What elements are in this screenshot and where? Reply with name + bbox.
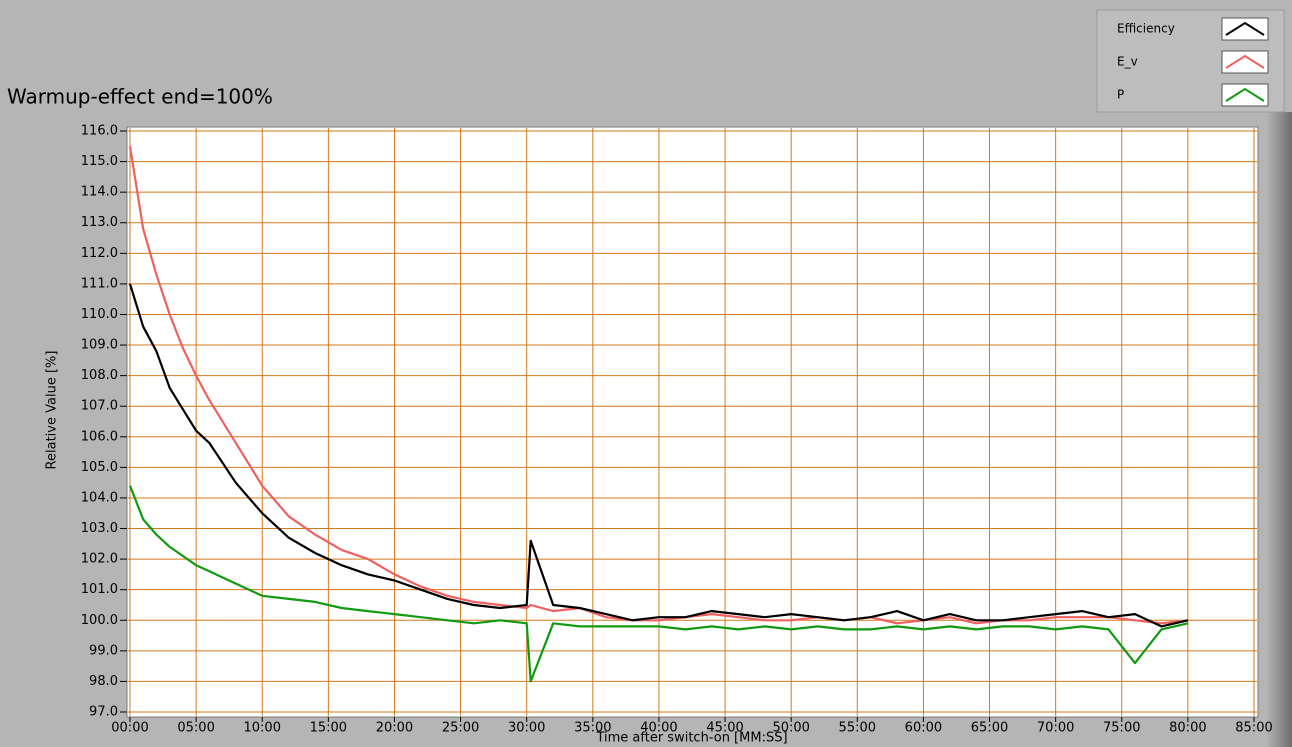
series-line bbox=[128, 485, 1189, 683]
x-tick-label: 85:00 bbox=[1235, 721, 1272, 736]
x-tick-label: 05:00 bbox=[177, 721, 214, 736]
y-tick-label: 112.0 bbox=[81, 246, 118, 261]
y-tick-label: 110.0 bbox=[81, 307, 118, 322]
series-line bbox=[128, 283, 1189, 628]
y-tick-label: 99.0 bbox=[89, 643, 118, 658]
x-tick-label: 10:00 bbox=[244, 721, 281, 736]
x-axis-label: Time after switch-on [MM:SS] bbox=[595, 731, 787, 746]
panel-edge bbox=[1266, 112, 1292, 747]
y-tick-label: 116.0 bbox=[81, 124, 118, 139]
x-tick-label: 50:00 bbox=[772, 721, 809, 736]
x-tick-label: 45:00 bbox=[706, 721, 743, 736]
chart-title: Warmup-effect end=100% bbox=[7, 85, 273, 109]
legend-swatch-box bbox=[1221, 83, 1269, 107]
y-tick-label: 97.0 bbox=[89, 705, 118, 720]
x-tick-label: 35:00 bbox=[574, 721, 611, 736]
x-tick-label: 80:00 bbox=[1169, 721, 1206, 736]
x-tick-label: 70:00 bbox=[1037, 721, 1074, 736]
x-tick-label: 30:00 bbox=[508, 721, 545, 736]
y-tick-label: 111.0 bbox=[81, 276, 118, 291]
y-tick-label: 101.0 bbox=[81, 582, 118, 597]
legend-swatch-box bbox=[1221, 17, 1269, 41]
x-tick-label: 65:00 bbox=[971, 721, 1008, 736]
legend-swatch-box bbox=[1221, 50, 1269, 74]
y-tick-label: 98.0 bbox=[89, 674, 118, 689]
x-tick-label: 60:00 bbox=[905, 721, 942, 736]
y-tick-label: 115.0 bbox=[81, 154, 118, 169]
y-tick-label: 102.0 bbox=[81, 552, 118, 567]
y-tick-label: 100.0 bbox=[81, 613, 118, 628]
y-tick-label: 106.0 bbox=[81, 429, 118, 444]
legend-label: E_v bbox=[1117, 55, 1138, 69]
x-tick-label: 00:00 bbox=[111, 721, 148, 736]
x-tick-label: 20:00 bbox=[376, 721, 413, 736]
y-tick-label: 108.0 bbox=[81, 368, 118, 383]
x-tick-label: 15:00 bbox=[310, 721, 347, 736]
y-tick-label: 103.0 bbox=[81, 521, 118, 536]
legend-swatch bbox=[1225, 54, 1265, 69]
x-tick-label: 75:00 bbox=[1103, 721, 1140, 736]
x-tick-label: 55:00 bbox=[839, 721, 876, 736]
y-tick-label: 109.0 bbox=[81, 338, 118, 353]
y-tick-label: 113.0 bbox=[81, 215, 118, 230]
y-tick-label: 114.0 bbox=[81, 185, 118, 200]
plot-area bbox=[126, 126, 1259, 718]
legend-label: P bbox=[1117, 88, 1124, 102]
legend-swatch bbox=[1225, 87, 1265, 102]
y-tick-label: 104.0 bbox=[81, 490, 118, 505]
x-tick-label: 25:00 bbox=[442, 721, 479, 736]
legend-swatch bbox=[1225, 21, 1265, 36]
y-tick-label: 107.0 bbox=[81, 399, 118, 414]
x-tick-label: 40:00 bbox=[640, 721, 677, 736]
y-tick-label: 105.0 bbox=[81, 460, 118, 475]
legend-label: Efficiency bbox=[1117, 22, 1175, 36]
y-axis-label: Relative Value [%] bbox=[45, 351, 60, 470]
